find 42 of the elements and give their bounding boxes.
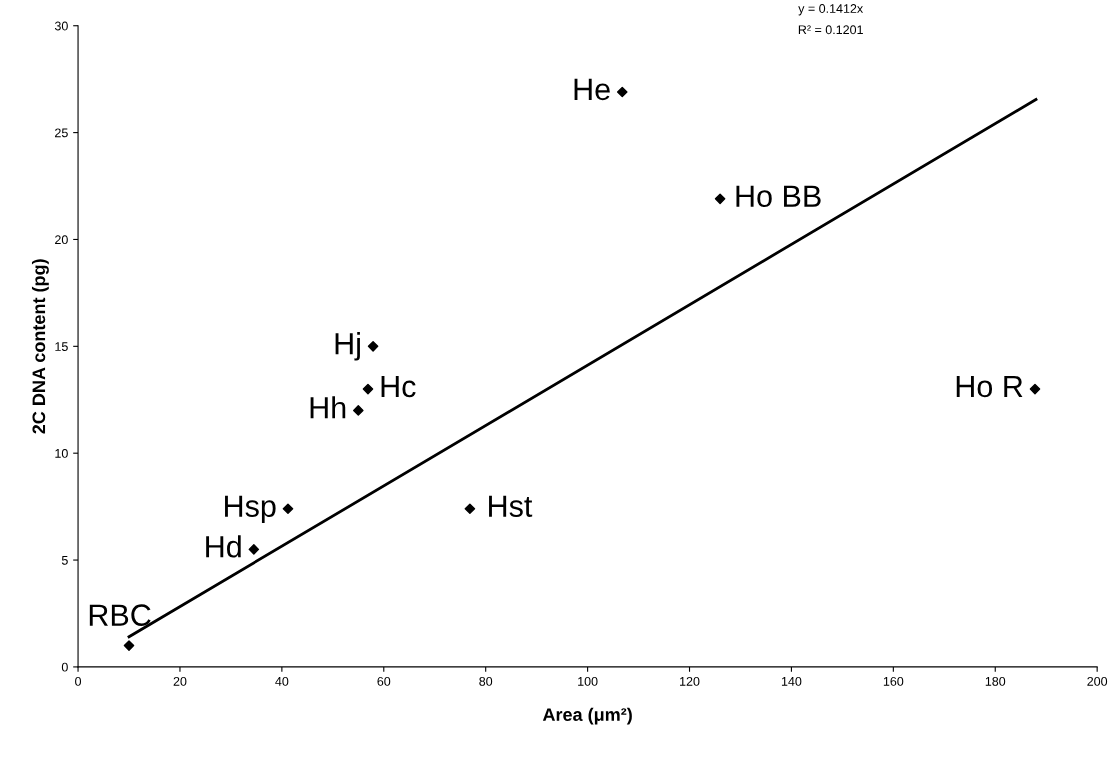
- point: [714, 193, 726, 205]
- annotation: R² = 0.1201: [798, 25, 863, 35]
- x-tick-label: 120: [680, 676, 700, 686]
- x-tick-label: 200: [1087, 676, 1108, 686]
- point: [362, 383, 374, 395]
- annotation: Ho BB: [736, 185, 821, 208]
- x-tick-label: 100: [578, 676, 598, 686]
- y-tick-label: 20: [55, 235, 68, 245]
- y-tick-label: 25: [55, 128, 68, 138]
- annotation: RBC: [89, 604, 151, 626]
- annotation: Ho R: [956, 375, 1023, 398]
- point: [464, 503, 476, 515]
- point: [367, 341, 379, 352]
- annotation: Hst: [489, 495, 533, 517]
- text: y = 0.1412x: [798, 4, 864, 16]
- x-tick-label: 0: [75, 676, 82, 686]
- point: [353, 405, 364, 416]
- x-tick-label: 60: [377, 676, 391, 686]
- x-tick-label: 20: [173, 676, 187, 686]
- y-tick-label: 30: [54, 21, 68, 31]
- annotation: Hh: [310, 396, 346, 419]
- point: [248, 544, 260, 555]
- point: [1029, 383, 1041, 395]
- point: [616, 86, 628, 98]
- point: [123, 640, 135, 651]
- x-axis-title: Area (μm²): [542, 707, 632, 725]
- y-tick-label: 15: [55, 342, 68, 351]
- x-tick-label: 160: [883, 676, 904, 686]
- x-tick-label: 40: [275, 676, 289, 686]
- point: [282, 503, 294, 515]
- annotation: Hc: [381, 375, 416, 398]
- annotation: Hsp: [225, 495, 276, 523]
- annotation: Hd: [206, 535, 241, 558]
- annotation: He: [574, 78, 610, 101]
- y-tick-label: 0: [61, 662, 68, 672]
- annotation: Hj: [335, 332, 360, 361]
- y-axis-title: 2C DNA content (pg): [31, 259, 49, 434]
- x-tick-label: 140: [781, 676, 802, 686]
- x-tick-label: 180: [985, 676, 1006, 686]
- y-tick-label: 10: [55, 448, 68, 458]
- x-tick-label: 80: [479, 676, 493, 686]
- y-tick-label: 5: [61, 555, 68, 565]
